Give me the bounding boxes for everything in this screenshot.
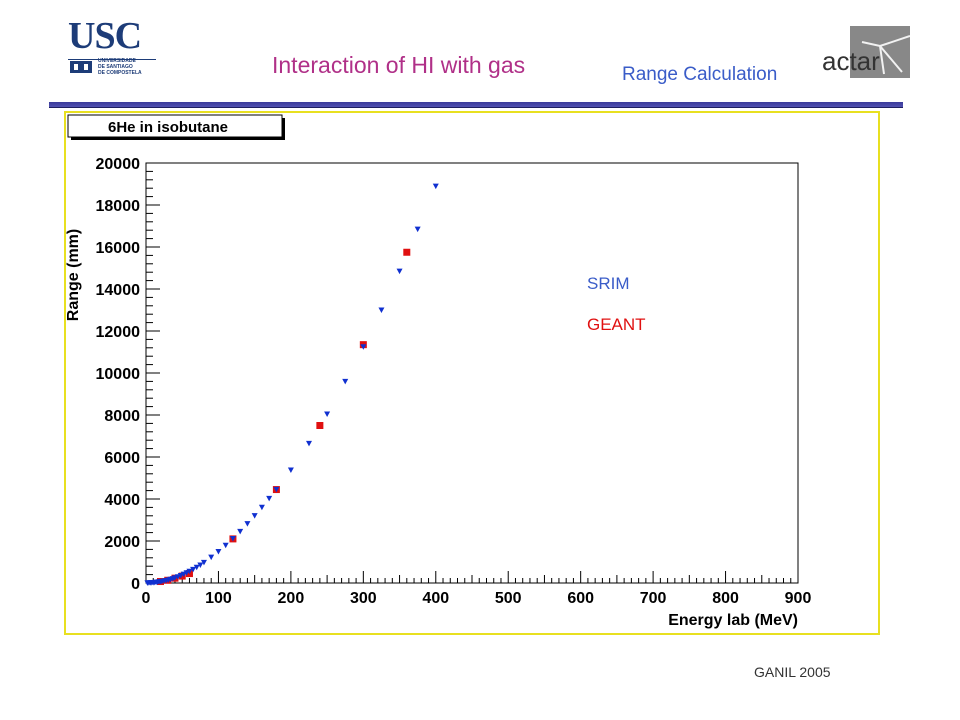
srim-point [237, 528, 244, 535]
legend-srim: SRIM [587, 274, 630, 293]
x-tick-label: 800 [712, 590, 739, 607]
y-tick-label: 4000 [104, 492, 140, 509]
y-tick-label: 6000 [104, 450, 140, 467]
actar-logo: actar [822, 26, 910, 78]
srim-point [200, 559, 207, 566]
footer-text: GANIL 2005 [754, 664, 831, 680]
crest-icon [70, 61, 92, 73]
x-tick-label: 300 [350, 590, 377, 607]
usc-logo: USC UNIVERSIDADE DE SANTIAGO DE COMPOSTE… [68, 14, 156, 76]
x-tick-label: 900 [785, 590, 812, 607]
srim-point [396, 268, 403, 275]
y-tick-label: 10000 [96, 366, 141, 383]
y-axis-ticks: 0 2000 4000 6000 8000 10000 12000 14000 16000 180… [96, 156, 160, 593]
y-tick-label: 18000 [96, 198, 141, 215]
srim-point [229, 535, 236, 542]
x-tick-label: 100 [205, 590, 232, 607]
x-axis-label: Energy lab (MeV) [668, 612, 798, 629]
y-tick-label: 0 [131, 576, 140, 593]
chart-frame [64, 111, 880, 635]
srim-point [306, 440, 312, 447]
geant-point [403, 248, 411, 256]
chart-title-box [67, 114, 283, 138]
y-tick-label: 16000 [96, 240, 141, 257]
x-tick-label: 200 [278, 590, 305, 607]
header-divider [49, 102, 903, 108]
srim-point [186, 568, 193, 575]
y-tick-label: 8000 [104, 408, 140, 425]
y-axis-label: Range (mm) [65, 229, 82, 321]
srim-point [378, 307, 385, 313]
logo-rule [68, 59, 156, 60]
srim-point [360, 344, 367, 350]
srim-point [273, 486, 280, 493]
chart-title: 6He in isobutane [108, 119, 228, 136]
y-tick-label: 20000 [96, 156, 141, 173]
y-tick-label: 2000 [104, 534, 140, 551]
geant-point [178, 572, 186, 580]
x-axis-ticks: 0 100 200 300 400 500 600 700 800 900 [142, 571, 812, 607]
x-tick-label: 0 [142, 590, 151, 607]
srim-point [342, 378, 349, 385]
srim-point [190, 566, 197, 573]
x-tick-label: 600 [567, 590, 594, 607]
page-subtitle: Range Calculation [622, 64, 778, 85]
srim-point [287, 467, 294, 474]
srim-point [414, 226, 421, 233]
srim-point [244, 521, 251, 527]
geant-point [316, 422, 324, 429]
srim-point [197, 562, 204, 568]
y-tick-label: 14000 [96, 282, 141, 299]
x-tick-label: 700 [640, 590, 667, 607]
srim-point [208, 554, 215, 561]
usc-logo-text: USC [68, 15, 142, 57]
srim-point [432, 183, 439, 190]
x-tick-label: 400 [422, 590, 449, 607]
data-marks [144, 183, 439, 586]
actar-logo-text: actar [822, 46, 880, 76]
srim-point [251, 513, 258, 519]
x-tick-label: 500 [495, 590, 522, 607]
srim-point [266, 495, 273, 502]
legend-geant: GEANT [587, 315, 646, 334]
srim-point [324, 411, 331, 417]
page-title: Interaction of HI with gas [272, 52, 526, 78]
srim-point [258, 504, 265, 511]
y-tick-label: 12000 [96, 324, 141, 341]
srim-point [222, 542, 229, 549]
srim-point [215, 549, 222, 555]
srim-point [193, 564, 200, 571]
usc-logo-subtext: UNIVERSIDADE DE SANTIAGO DE COMPOSTELA [98, 58, 142, 76]
